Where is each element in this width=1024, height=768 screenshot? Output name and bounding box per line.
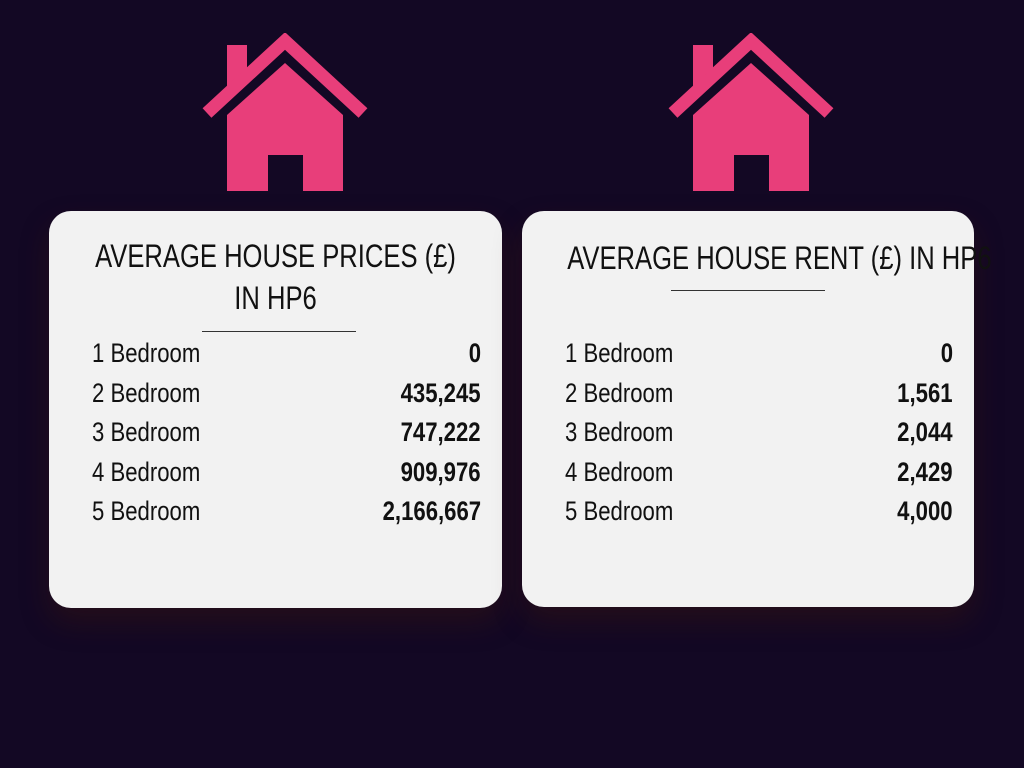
price-value: 0 <box>468 338 481 368</box>
title-divider <box>202 331 356 332</box>
price-value: 909,976 <box>400 456 481 487</box>
list-item: 3 Bedroom 2,044 <box>565 413 953 453</box>
rent-value: 2,044 <box>897 417 953 447</box>
house-rent-title: AVERAGE HOUSE RENT (£) IN HP6 <box>567 240 992 276</box>
house-prices-title: AVERAGE HOUSE PRICES (£) IN HP6 <box>95 238 456 316</box>
list-item: 1 Bedroom 0 <box>92 334 481 374</box>
bedroom-label: 4 Bedroom <box>92 456 201 487</box>
list-item: 4 Bedroom 2,429 <box>565 453 953 493</box>
title-divider <box>671 290 825 291</box>
bedroom-label: 4 Bedroom <box>565 456 674 487</box>
list-item: 1 Bedroom 0 <box>565 334 953 374</box>
house-icon-graphic <box>202 33 368 191</box>
rent-value: 4,000 <box>897 496 953 526</box>
price-value: 435,245 <box>400 377 481 408</box>
bedroom-label: 5 Bedroom <box>92 496 201 526</box>
house-rent-list: 1 Bedroom 0 2 Bedroom 1,561 3 Bedroom 2,… <box>565 334 953 532</box>
list-item: 2 Bedroom 1,561 <box>565 374 953 414</box>
bedroom-label: 3 Bedroom <box>565 417 674 447</box>
bedroom-label: 2 Bedroom <box>565 377 674 408</box>
list-item: 4 Bedroom 909,976 <box>92 453 481 493</box>
list-item: 5 Bedroom 2,166,667 <box>92 492 481 532</box>
house-icon <box>667 33 835 193</box>
rent-value: 1,561 <box>897 377 953 408</box>
bedroom-label: 3 Bedroom <box>92 417 201 447</box>
list-item: 2 Bedroom 435,245 <box>92 374 481 414</box>
bedroom-label: 1 Bedroom <box>92 338 201 368</box>
bedroom-label: 5 Bedroom <box>565 496 674 526</box>
rent-value: 0 <box>940 338 953 368</box>
list-item: 3 Bedroom 747,222 <box>92 413 481 453</box>
house-rent-card: AVERAGE HOUSE RENT (£) IN HP6 1 Bedroom … <box>522 211 992 607</box>
house-prices-list: 1 Bedroom 0 2 Bedroom 435,245 3 Bedroom … <box>92 334 481 532</box>
bedroom-label: 1 Bedroom <box>565 338 674 368</box>
house-prices-card: AVERAGE HOUSE PRICES (£) IN HP6 1 Bedroo… <box>49 211 502 608</box>
house-icon-graphic <box>668 33 834 191</box>
house-icon <box>201 33 369 193</box>
rent-value: 2,429 <box>897 456 953 487</box>
price-value: 2,166,667 <box>382 496 481 526</box>
list-item: 5 Bedroom 4,000 <box>565 492 953 532</box>
price-value: 747,222 <box>400 417 481 447</box>
bedroom-label: 2 Bedroom <box>92 377 201 408</box>
